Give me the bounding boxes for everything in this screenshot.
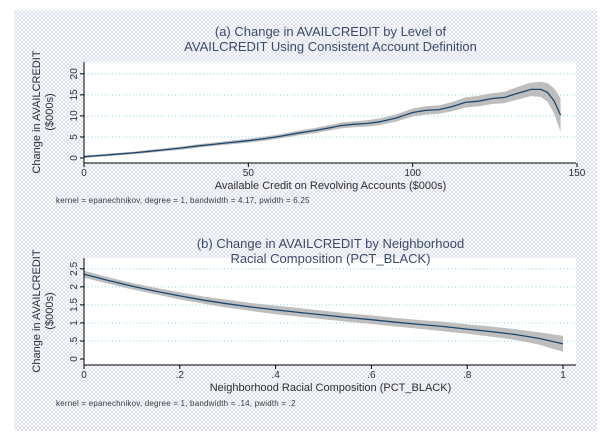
- panel-b-kernel-note: kernel = epanechnikov, degree = 1, bandw…: [56, 399, 296, 408]
- smooth-line: [83, 273, 564, 345]
- x-tick-label: .6: [367, 370, 376, 381]
- x-tick-label: 0: [81, 370, 87, 381]
- panel-a: 0 5 10 15 20 0 50 100 150: [69, 62, 586, 179]
- panel-b: 0 .5 1 1.5 2 2.5 0 .2 .4 .6 .8 1: [69, 258, 576, 381]
- panel-b-y-axis-label: Change in AVAILCREDIT ($000s): [31, 201, 57, 421]
- panel-b-y-axis-label-line2: ($000s): [44, 292, 56, 330]
- x-tick-label: .2: [176, 370, 185, 381]
- y-tick-label: .5: [69, 336, 80, 345]
- panel-a-y-axis-label-line1: Change in AVAILCREDIT: [31, 50, 43, 174]
- y-tick-label: 1.5: [69, 298, 80, 312]
- x-tick-label: 50: [243, 168, 255, 179]
- panel-a-title-line1: (a) Change in AVAILCREDIT by Level of: [214, 24, 447, 39]
- panel-b-title-line2: Racial Composition (PCT_BLACK): [230, 250, 431, 266]
- y-tick-label: 2.5: [69, 261, 80, 275]
- smooth-line: [83, 88, 562, 158]
- y-tick-label: 1: [69, 320, 80, 326]
- panel-b-x-axis-label: Neighborhood Racial Composition (PCT_BLA…: [209, 382, 452, 394]
- x-tick-label: .8: [463, 370, 472, 381]
- y-tick-label: 20: [69, 68, 80, 80]
- panel-a-y-axis-label: Change in AVAILCREDIT ($000s): [31, 2, 57, 222]
- panel-b-y-axis-label-line1: Change in AVAILCREDIT: [31, 249, 43, 373]
- panel-a-x-axis-label: Available Credit on Revolving Accounts (…: [214, 180, 447, 192]
- x-tick-label: 150: [569, 168, 586, 179]
- confidence-band: [84, 81, 561, 158]
- confidence-band: [84, 270, 563, 352]
- y-tick-label: 10: [69, 110, 80, 122]
- x-tick-label: 100: [404, 168, 421, 179]
- x-tick-label: 0: [81, 168, 87, 179]
- chart-svg: 0 5 10 15 20 0 50 100 150 0 .5 1 1.5 2 2.5 0 .2 .4 .6 .8 1: [69, 62, 586, 381]
- panel-a-y-axis-label-line2: ($000s): [44, 93, 56, 131]
- panel-b-title: (b) Change in AVAILCREDIT by Neighborhoo…: [84, 236, 577, 266]
- panel-a-title-line2: AVAILCREDIT Using Consistent Account Def…: [184, 38, 477, 54]
- y-tick-label: 0: [69, 155, 80, 161]
- panel-a-kernel-note: kernel = epanechnikov, degree = 1, bandw…: [56, 196, 310, 205]
- x-tick-label: 1: [560, 370, 566, 381]
- panel-b-title-line1: (b) Change in AVAILCREDIT by Neighborhoo…: [196, 236, 465, 251]
- x-tick-label: .4: [271, 370, 280, 381]
- y-tick-label: 0: [69, 356, 80, 362]
- y-tick-label: 5: [69, 134, 80, 140]
- plot-area: [84, 62, 576, 163]
- y-tick-label: 2: [69, 284, 80, 290]
- y-tick-label: 15: [69, 89, 80, 101]
- panel-a-title: (a) Change in AVAILCREDIT by Level of AV…: [84, 24, 577, 54]
- stata-figure: 0 5 10 15 20 0 50 100 150 0 .5 1 1.5 2 2.5 0 .2 .4 .6 .8 1 (…: [14, 10, 597, 431]
